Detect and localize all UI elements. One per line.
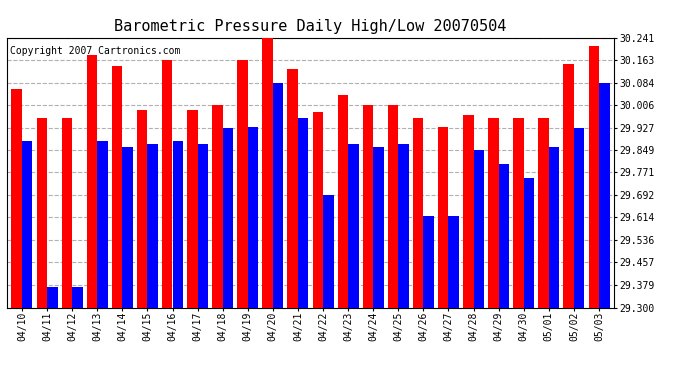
Bar [337, 95, 348, 308]
Bar [499, 164, 509, 308]
Bar [122, 147, 133, 308]
Bar [47, 287, 57, 308]
Bar [248, 127, 258, 308]
Bar [237, 60, 248, 308]
Bar [599, 82, 609, 308]
Bar [72, 287, 83, 308]
Bar [137, 110, 148, 308]
Bar [488, 118, 499, 308]
Bar [22, 141, 32, 308]
Bar [172, 141, 183, 308]
Bar [463, 115, 473, 308]
Bar [413, 118, 424, 308]
Bar [87, 55, 97, 308]
Bar [363, 105, 373, 308]
Bar [589, 46, 599, 308]
Bar [448, 216, 459, 308]
Bar [574, 128, 584, 308]
Bar [12, 89, 22, 308]
Bar [162, 60, 172, 308]
Bar [373, 147, 384, 308]
Bar [223, 128, 233, 308]
Bar [348, 144, 359, 308]
Bar [438, 127, 449, 308]
Bar [273, 82, 284, 308]
Bar [262, 38, 273, 308]
Bar [97, 141, 108, 308]
Bar [388, 105, 398, 308]
Bar [112, 66, 122, 308]
Bar [37, 118, 47, 308]
Bar [424, 216, 434, 308]
Bar [538, 118, 549, 308]
Bar [513, 118, 524, 308]
Bar [549, 147, 560, 308]
Bar [288, 69, 298, 308]
Bar [313, 112, 323, 308]
Bar [212, 105, 223, 308]
Bar [524, 178, 534, 308]
Bar [564, 64, 574, 308]
Title: Barometric Pressure Daily High/Low 20070504: Barometric Pressure Daily High/Low 20070… [115, 18, 506, 33]
Bar [398, 144, 409, 308]
Text: Copyright 2007 Cartronics.com: Copyright 2007 Cartronics.com [10, 46, 180, 56]
Bar [323, 195, 333, 308]
Bar [61, 118, 72, 308]
Bar [197, 144, 208, 308]
Bar [298, 118, 308, 308]
Bar [148, 144, 158, 308]
Bar [473, 150, 484, 308]
Bar [187, 110, 197, 308]
